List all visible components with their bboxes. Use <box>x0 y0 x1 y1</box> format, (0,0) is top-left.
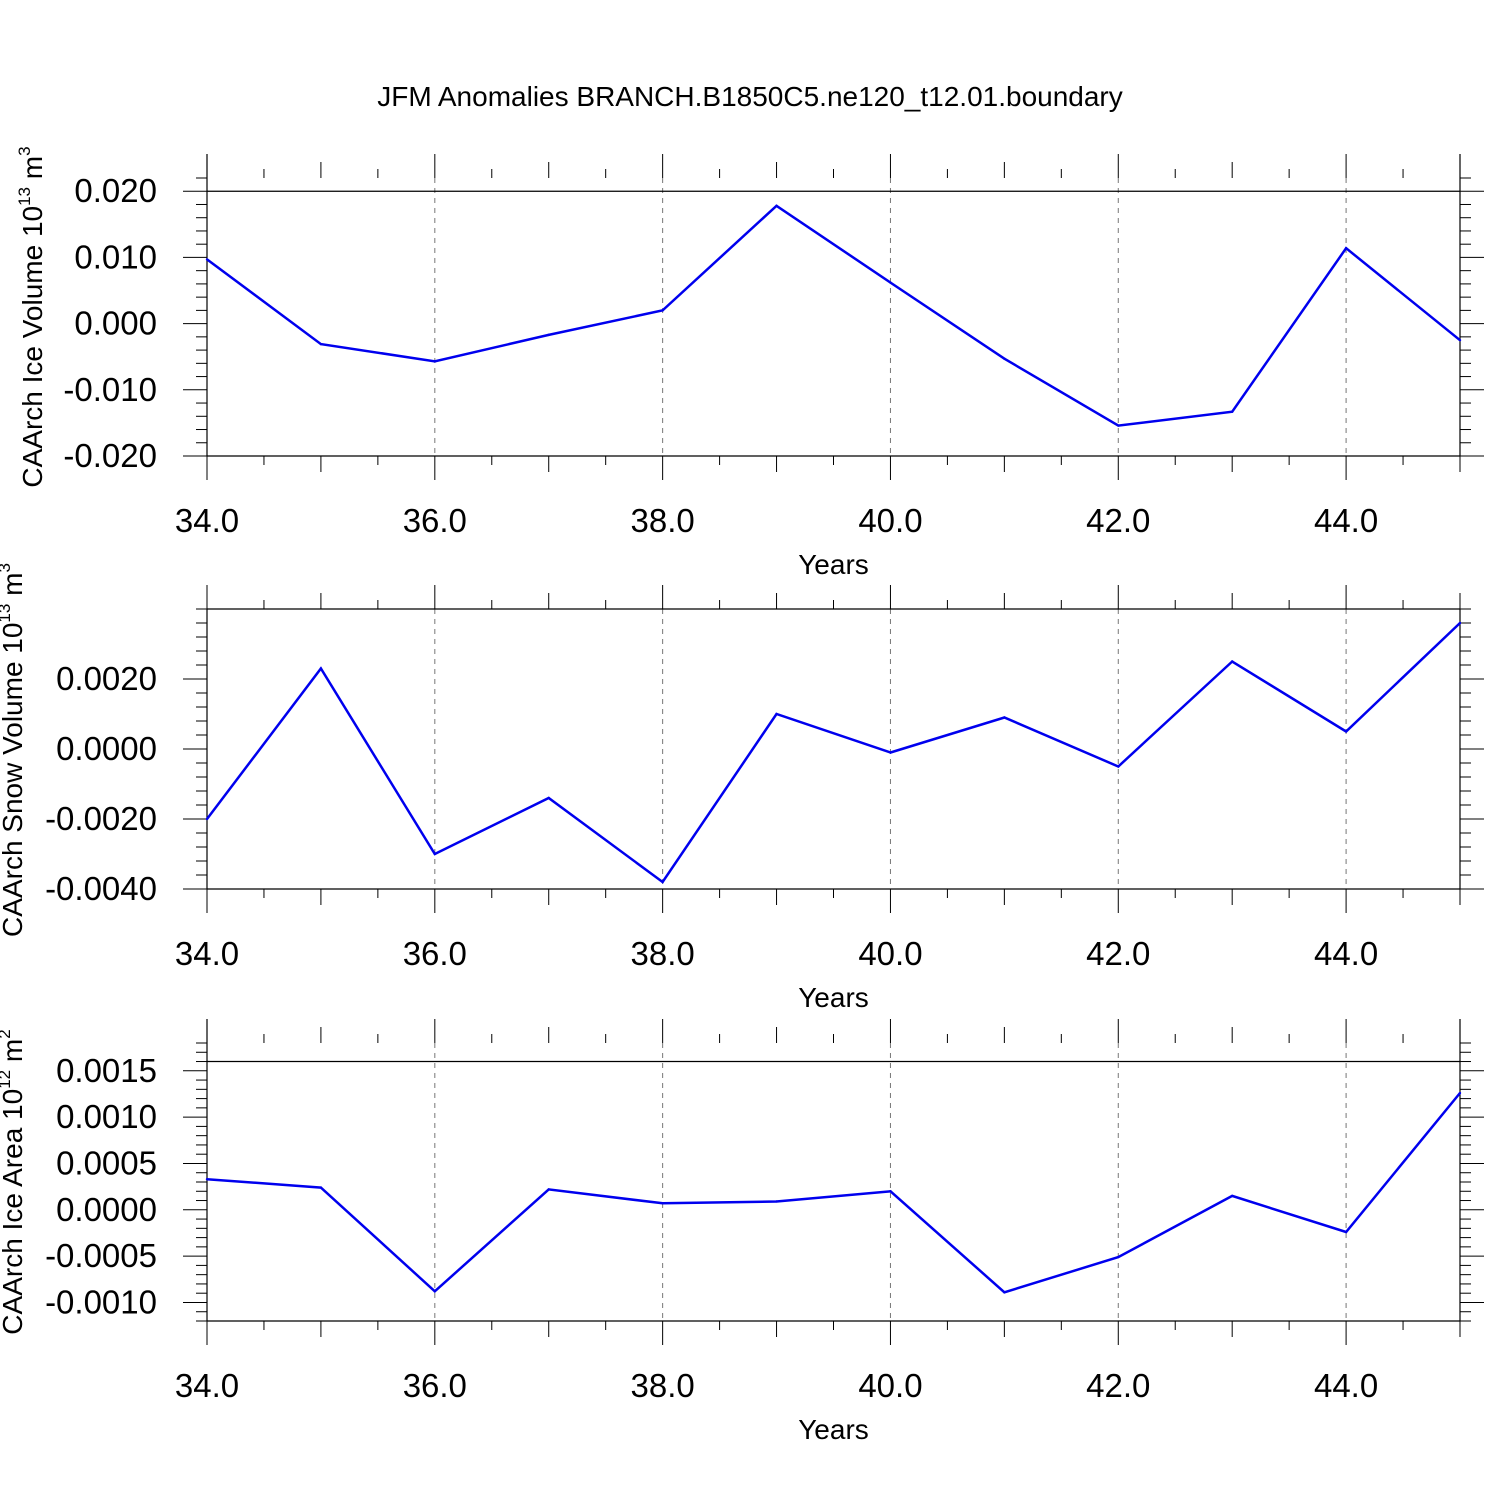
y-axis-label-superscript: 13 <box>15 187 34 206</box>
data-point <box>889 281 892 284</box>
y-tick-label: 0.0020 <box>56 660 157 697</box>
series-line <box>206 622 1461 884</box>
x-tick-label: 36.0 <box>403 935 467 972</box>
y-axis-label-superscript: 12 <box>0 1070 14 1089</box>
y-axis-label-superscript: 3 <box>0 563 14 572</box>
x-tick-label: 44.0 <box>1314 1367 1378 1404</box>
y-axis-label: CAArch Snow Volume 1013 m3 <box>0 563 28 937</box>
chart-panels: -0.020 -0.010 0.000 0.010 0.020 34.0 36.0 38.0 4… <box>0 146 1484 1445</box>
y-axis-label: CAArch Ice Area 1012 m2 <box>0 1029 28 1334</box>
x-tick-label: 42.0 <box>1086 502 1150 539</box>
data-point <box>433 1290 437 1293</box>
data-point <box>775 712 778 716</box>
data-point <box>319 1186 323 1189</box>
y-axis-label-superscript: 3 <box>15 146 34 155</box>
data-point <box>1230 660 1234 663</box>
data-point <box>205 1178 209 1181</box>
data-point <box>1458 338 1462 342</box>
data-point <box>1344 246 1348 250</box>
y-tick-label: -0.0040 <box>45 870 157 907</box>
x-tick-label: 36.0 <box>403 502 467 539</box>
y-tick-label: 0.0010 <box>56 1098 157 1135</box>
chart-panel: -0.020 -0.010 0.000 0.010 0.020 34.0 36.0 38.0 4… <box>15 146 1484 580</box>
data-point <box>1003 716 1006 719</box>
x-axis-label: Years <box>798 1414 869 1445</box>
data-point <box>205 817 209 821</box>
x-tick-label: 44.0 <box>1314 935 1378 972</box>
x-tick-label: 40.0 <box>858 935 922 972</box>
data-point <box>661 1202 664 1205</box>
y-axis-label-superscript: 13 <box>0 604 14 623</box>
data-point <box>1117 1255 1120 1259</box>
x-axis-label: Years <box>798 982 869 1013</box>
x-tick-label: 42.0 <box>1086 935 1150 972</box>
data-point <box>889 751 892 754</box>
data-point <box>1003 1291 1006 1294</box>
x-tick-label: 44.0 <box>1314 502 1378 539</box>
y-axis-label-part: m <box>0 1039 28 1070</box>
figure-title: JFM Anomalies BRANCH.B1850C5.ne120_t12.0… <box>377 81 1123 112</box>
data-point <box>205 258 209 261</box>
series-line <box>206 1092 1461 1294</box>
y-tick-label: 0.0000 <box>56 730 157 767</box>
y-tick-label: -0.0020 <box>45 800 157 837</box>
data-point <box>775 1200 778 1203</box>
y-axis-label-part: m <box>17 156 48 187</box>
data-point <box>1117 765 1120 768</box>
y-tick-label: -0.0010 <box>45 1283 157 1320</box>
y-axis-label-part: CAArch Ice Volume 10 <box>17 206 48 488</box>
data-point <box>547 796 550 800</box>
y-axis-label-part: CAArch Snow Volume 10 <box>0 623 28 937</box>
data-point <box>661 880 664 884</box>
x-tick-label: 40.0 <box>858 502 922 539</box>
x-tick-label: 34.0 <box>175 935 239 972</box>
data-point <box>1117 424 1120 427</box>
y-axis-label-part: CAArch Ice Area 10 <box>0 1089 28 1335</box>
data-point <box>433 852 437 856</box>
y-tick-label: -0.0005 <box>45 1237 157 1274</box>
x-tick-label: 36.0 <box>403 1367 467 1404</box>
chart-panel: -0.0040 -0.0020 0.0000 0.0020 34.0 36.0 38.0 40… <box>0 563 1484 1013</box>
data-point <box>889 1190 892 1193</box>
data-point <box>1458 621 1462 625</box>
y-axis-label-superscript: 2 <box>0 1029 14 1038</box>
x-tick-label: 34.0 <box>175 1367 239 1404</box>
y-tick-label: -0.010 <box>63 371 157 408</box>
x-tick-label: 42.0 <box>1086 1367 1150 1404</box>
data-point <box>1344 730 1348 733</box>
data-point <box>775 204 778 207</box>
y-axis-label-part: m <box>0 573 28 604</box>
x-tick-label: 40.0 <box>858 1367 922 1404</box>
y-axis-label: CAArch Ice Volume 1013 m3 <box>15 146 48 487</box>
y-tick-label: 0.0015 <box>56 1052 157 1089</box>
data-point <box>1230 410 1234 413</box>
data-point <box>547 333 550 337</box>
y-tick-label: 0.0005 <box>56 1144 157 1181</box>
data-point <box>1344 1230 1348 1234</box>
data-point <box>547 1188 550 1191</box>
x-tick-label: 34.0 <box>175 502 239 539</box>
y-tick-label: 0.020 <box>74 172 157 209</box>
x-tick-label: 38.0 <box>631 935 695 972</box>
x-tick-label: 38.0 <box>631 1367 695 1404</box>
series-line <box>206 204 1461 427</box>
data-point <box>433 360 437 363</box>
data-point <box>1003 357 1006 360</box>
x-axis-label: Years <box>798 549 869 580</box>
chart-panel: -0.0010 -0.0005 0.0000 0.0005 0.0010 0.0015 34… <box>0 1019 1484 1445</box>
y-tick-label: 0.000 <box>74 305 157 342</box>
y-tick-label: 0.0000 <box>56 1191 157 1228</box>
x-tick-label: 38.0 <box>631 502 695 539</box>
y-tick-label: 0.010 <box>74 238 157 275</box>
data-point <box>1230 1194 1234 1198</box>
data-point <box>1458 1091 1462 1095</box>
data-point <box>319 342 323 346</box>
data-point <box>661 309 664 312</box>
data-point <box>319 667 323 670</box>
y-tick-label: -0.020 <box>63 437 157 474</box>
